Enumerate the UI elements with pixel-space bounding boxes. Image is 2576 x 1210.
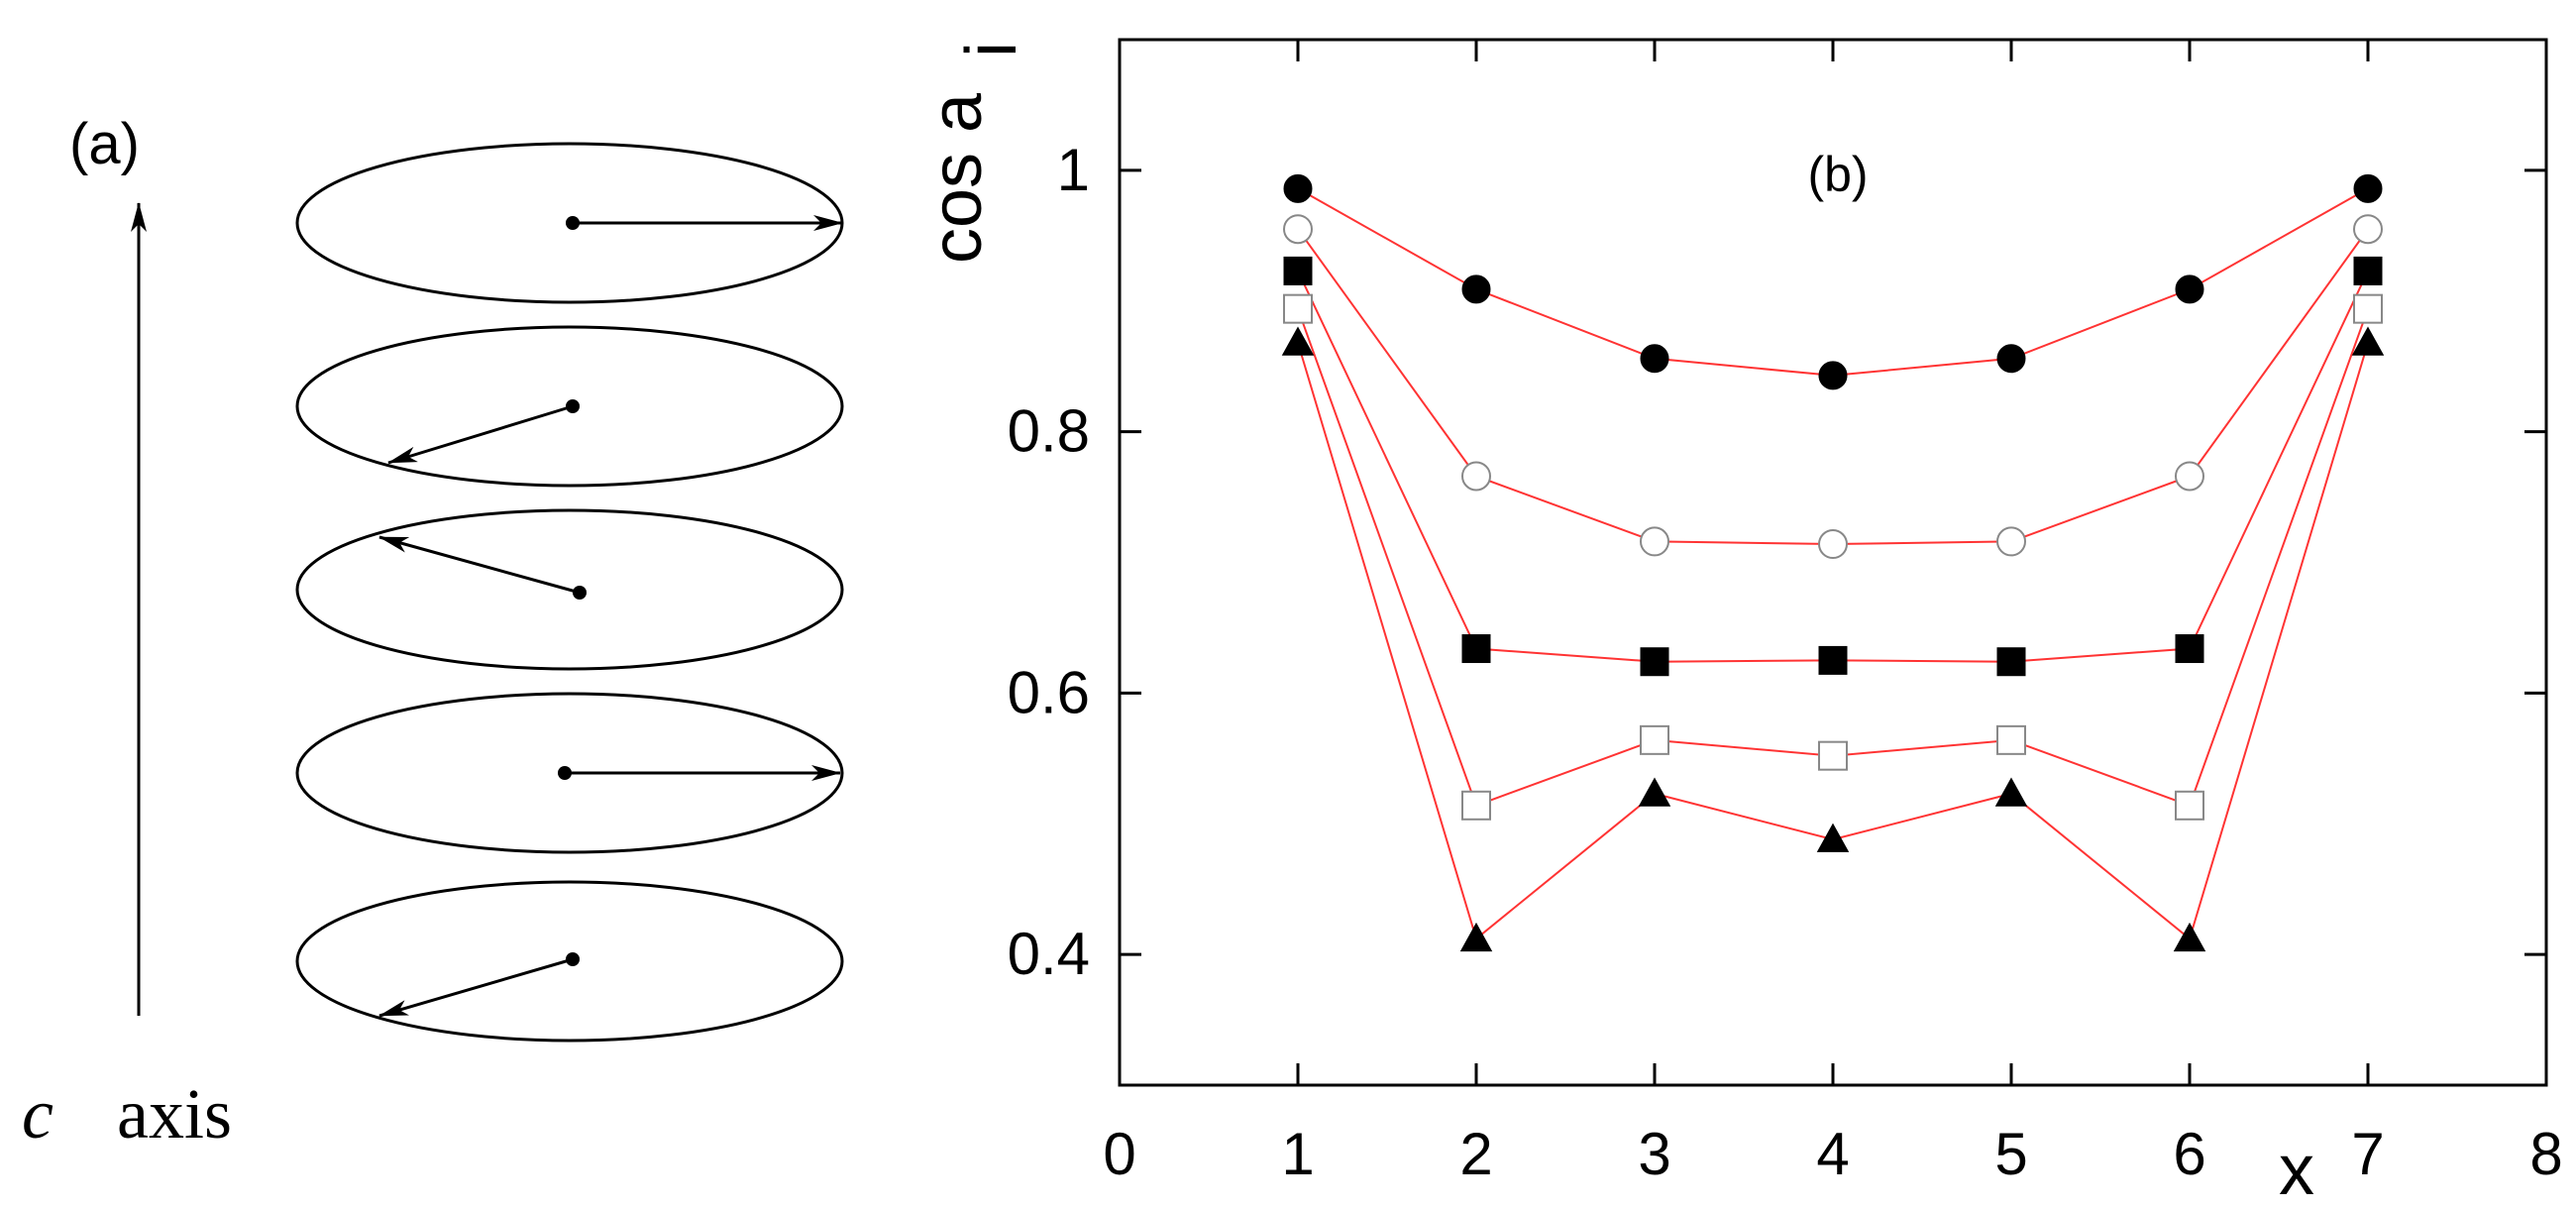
spin-layer-5 bbox=[295, 880, 844, 1043]
marker-filled-square bbox=[2353, 256, 2383, 285]
y-tick-label: 1 bbox=[1057, 137, 1090, 203]
marker-filled-circle bbox=[1283, 173, 1313, 203]
marker-open-circle bbox=[1818, 529, 1848, 560]
marker-filled-triangle bbox=[2173, 922, 2206, 952]
marker-open-square bbox=[1996, 724, 2026, 755]
y-tick-label: 0.8 bbox=[1008, 398, 1090, 465]
y-axis-label-main: cos a bbox=[917, 92, 997, 264]
spin-layer-3 bbox=[295, 508, 844, 671]
marker-open-circle bbox=[2175, 461, 2204, 492]
spin-arrow bbox=[387, 404, 574, 465]
x-tick-label: 5 bbox=[1994, 1121, 2027, 1187]
marker-open-square bbox=[2353, 293, 2383, 324]
x-tick-label: 1 bbox=[1281, 1121, 1314, 1187]
spin-arrow bbox=[378, 535, 581, 595]
marker-filled-triangle bbox=[1638, 777, 1671, 807]
marker-open-square bbox=[1818, 740, 1848, 771]
marker-open-square bbox=[1640, 724, 1669, 755]
y-tick-label: 0.6 bbox=[1008, 659, 1090, 725]
x-tick-label: 3 bbox=[1638, 1121, 1670, 1187]
panel-a-label: (a) bbox=[69, 112, 140, 176]
marker-open-square bbox=[1283, 293, 1313, 324]
panel-a: (a) c axis bbox=[22, 112, 844, 1154]
marker-filled-triangle bbox=[1994, 777, 2028, 807]
spin-layer-ellipse bbox=[295, 508, 844, 671]
x-tick-label: 4 bbox=[1816, 1121, 1849, 1187]
spin-layer-ellipse bbox=[295, 325, 844, 488]
spin-layer-4 bbox=[295, 692, 844, 854]
spin-pivot bbox=[566, 952, 580, 966]
x-tick-label: 0 bbox=[1103, 1121, 1135, 1187]
spin-layer-1 bbox=[295, 142, 844, 304]
marker-filled-triangle bbox=[1459, 922, 1493, 952]
series-line-filled-square bbox=[1297, 270, 2369, 663]
marker-filled-circle bbox=[1461, 275, 1491, 304]
y-axis-label: cos a i bbox=[917, 42, 1031, 264]
marker-filled-circle bbox=[1818, 361, 1848, 390]
y-axis-label-subscript: i bbox=[952, 42, 1031, 57]
marker-open-circle bbox=[1640, 526, 1669, 557]
x-tick-label: 2 bbox=[1459, 1121, 1492, 1187]
marker-filled-circle bbox=[1640, 344, 1669, 374]
marker-filled-square bbox=[1818, 645, 1848, 675]
spin-pivot bbox=[573, 586, 587, 600]
c-axis-label-c: c bbox=[22, 1074, 54, 1154]
marker-filled-square bbox=[2175, 634, 2204, 664]
spin-pivot bbox=[566, 399, 580, 413]
spin-layer-2 bbox=[295, 325, 844, 488]
marker-filled-circle bbox=[1996, 344, 2026, 374]
spin-pivot bbox=[566, 216, 580, 230]
y-tick-label: 0.4 bbox=[1008, 921, 1090, 987]
x-tick-labels: 0 1 2 3 4 5 6 7 8 bbox=[1103, 1121, 2562, 1187]
marker-open-circle bbox=[2353, 214, 2383, 245]
series-line-filled-circle bbox=[1297, 187, 2369, 377]
marker-filled-triangle bbox=[1281, 326, 1315, 356]
panel-b-label: (b) bbox=[1807, 147, 1868, 202]
c-axis-label-axis: axis bbox=[117, 1074, 232, 1154]
x-tick-label: 6 bbox=[2173, 1121, 2205, 1187]
marker-open-circle bbox=[1461, 461, 1491, 492]
marker-open-circle bbox=[1283, 214, 1313, 245]
panel-b-chart: 0 1 2 3 4 5 6 7 8 0.4 0.6 0.8 1 (b) x cos a i bbox=[917, 38, 2563, 1210]
marker-filled-square bbox=[1461, 634, 1491, 664]
marker-filled-circle bbox=[2353, 173, 2383, 203]
marker-filled-square bbox=[1283, 256, 1313, 285]
y-tick-labels: 0.4 0.6 0.8 1 bbox=[1008, 137, 1090, 987]
x-tick-label: 7 bbox=[2351, 1121, 2384, 1187]
spin-layer-ellipse bbox=[295, 880, 844, 1043]
x-axis-label: x bbox=[2279, 1131, 2314, 1210]
spin-layer-ellipse bbox=[295, 692, 844, 854]
axis-ticks bbox=[1118, 40, 2548, 1085]
spin-pivot bbox=[558, 766, 572, 780]
series-markers bbox=[1281, 173, 2385, 952]
marker-filled-circle bbox=[2175, 275, 2204, 304]
marker-filled-triangle bbox=[1816, 823, 1850, 852]
spin-arrow bbox=[378, 957, 574, 1018]
x-tick-label: 8 bbox=[2529, 1121, 2562, 1187]
marker-filled-square bbox=[1996, 647, 2026, 677]
marker-open-circle bbox=[1996, 526, 2026, 557]
marker-open-square bbox=[1461, 790, 1491, 821]
marker-filled-triangle bbox=[2351, 326, 2385, 356]
marker-filled-square bbox=[1640, 647, 1669, 677]
marker-open-square bbox=[2175, 790, 2204, 821]
